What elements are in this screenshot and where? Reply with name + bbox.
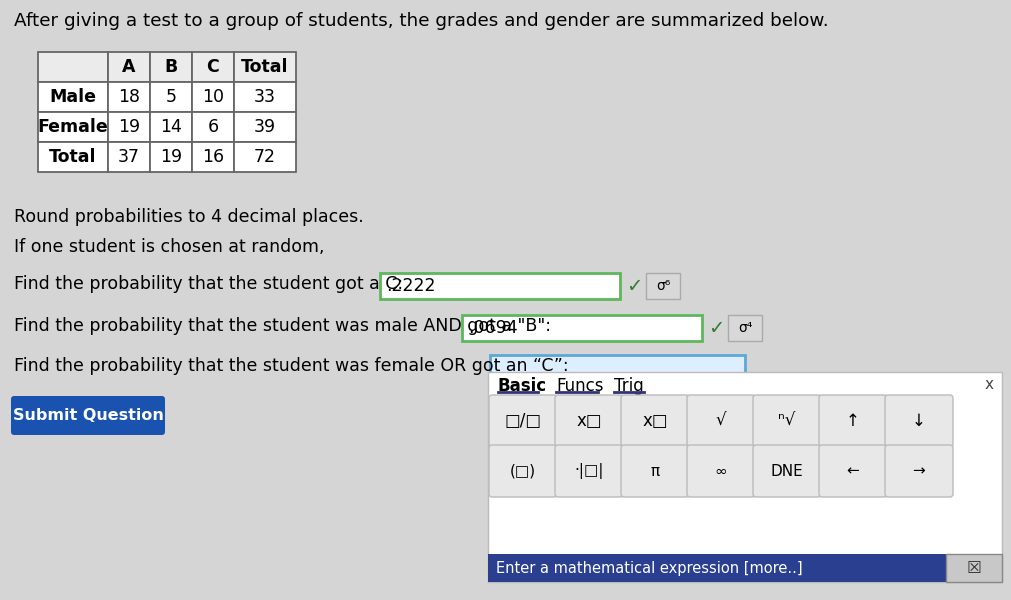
Text: 16: 16 (202, 148, 223, 166)
Bar (192, 82, 234, 112)
Text: .2222: .2222 (385, 277, 435, 295)
Text: σ⁶: σ⁶ (655, 279, 669, 293)
Text: Total: Total (241, 58, 288, 76)
FancyBboxPatch shape (645, 273, 679, 299)
Bar (108, 112, 150, 142)
Text: 19: 19 (160, 148, 182, 166)
Text: ✓: ✓ (626, 277, 642, 295)
Bar (38, 82, 108, 112)
Text: Find the probability that the student got a C:: Find the probability that the student go… (14, 275, 402, 293)
Bar (234, 52, 295, 82)
Bar (150, 82, 192, 112)
Text: ☒: ☒ (966, 559, 981, 577)
Text: 18: 18 (118, 88, 140, 106)
FancyBboxPatch shape (686, 395, 754, 447)
FancyBboxPatch shape (885, 395, 952, 447)
Bar (108, 52, 150, 82)
FancyBboxPatch shape (554, 445, 623, 497)
Bar (234, 112, 295, 142)
FancyBboxPatch shape (885, 445, 952, 497)
Text: x: x (984, 377, 993, 392)
Text: 19: 19 (118, 118, 140, 136)
Text: π: π (650, 463, 659, 479)
Text: 39: 39 (254, 118, 276, 136)
Text: Male: Male (50, 88, 96, 106)
Bar (150, 142, 192, 172)
Text: C: C (206, 58, 219, 76)
Text: Round probabilities to 4 decimal places.: Round probabilities to 4 decimal places. (14, 208, 363, 226)
Text: .0694: .0694 (467, 319, 517, 337)
Text: Find the probability that the student was male AND got a "B":: Find the probability that the student wa… (14, 317, 550, 335)
Bar (945, 554, 1001, 582)
Text: □/□: □/□ (503, 412, 541, 430)
Text: If one student is chosen at random,: If one student is chosen at random, (14, 238, 325, 256)
Text: x□: x□ (642, 412, 667, 430)
Text: 10: 10 (202, 88, 223, 106)
FancyBboxPatch shape (621, 445, 688, 497)
FancyBboxPatch shape (488, 395, 556, 447)
Text: ✓: ✓ (708, 319, 724, 337)
Text: x□: x□ (575, 412, 602, 430)
Text: 72: 72 (254, 148, 276, 166)
Text: Enter a mathematical expression [more..]: Enter a mathematical expression [more..] (495, 560, 802, 575)
FancyBboxPatch shape (818, 445, 886, 497)
Bar (487, 554, 945, 582)
Text: 33: 33 (254, 88, 276, 106)
Bar (38, 52, 108, 82)
FancyBboxPatch shape (752, 395, 820, 447)
Bar (192, 52, 234, 82)
Text: √: √ (715, 412, 726, 430)
FancyBboxPatch shape (727, 315, 761, 341)
FancyBboxPatch shape (462, 315, 702, 341)
FancyBboxPatch shape (489, 355, 744, 381)
FancyBboxPatch shape (621, 395, 688, 447)
Text: ∞: ∞ (714, 463, 727, 479)
Text: After giving a test to a group of students, the grades and gender are summarized: After giving a test to a group of studen… (14, 12, 828, 30)
Bar (108, 82, 150, 112)
FancyBboxPatch shape (488, 445, 556, 497)
FancyBboxPatch shape (11, 396, 165, 435)
FancyBboxPatch shape (554, 395, 623, 447)
Bar (192, 142, 234, 172)
Bar (487, 372, 1001, 582)
Text: Female: Female (37, 118, 108, 136)
Text: ↑: ↑ (845, 412, 859, 430)
Bar (234, 82, 295, 112)
FancyBboxPatch shape (686, 445, 754, 497)
Text: ·|□|: ·|□| (573, 463, 604, 479)
Bar (108, 142, 150, 172)
Text: 5: 5 (166, 88, 176, 106)
Text: 14: 14 (160, 118, 182, 136)
Bar (150, 112, 192, 142)
FancyBboxPatch shape (379, 273, 620, 299)
Text: A: A (122, 58, 135, 76)
Text: DNE: DNE (769, 463, 803, 479)
Bar (234, 142, 295, 172)
Bar (150, 52, 192, 82)
Text: ←: ← (846, 463, 858, 479)
Text: Total: Total (50, 148, 97, 166)
Bar (192, 112, 234, 142)
Text: 6: 6 (207, 118, 218, 136)
FancyBboxPatch shape (752, 445, 820, 497)
Bar (38, 112, 108, 142)
Text: σ⁴: σ⁴ (737, 321, 751, 335)
FancyBboxPatch shape (818, 395, 886, 447)
Bar (38, 142, 108, 172)
Text: Find the probability that the student was female OR got an “C”:: Find the probability that the student wa… (14, 357, 568, 375)
Text: 37: 37 (118, 148, 140, 166)
Text: ↓: ↓ (911, 412, 925, 430)
Text: Trig: Trig (614, 377, 643, 395)
Text: Submit Question: Submit Question (12, 408, 163, 423)
Text: (□): (□) (510, 463, 536, 479)
Text: B: B (164, 58, 178, 76)
Text: ⁿ√: ⁿ√ (777, 412, 795, 430)
Text: Basic: Basic (497, 377, 547, 395)
Text: Funcs: Funcs (555, 377, 603, 395)
Text: →: → (912, 463, 924, 479)
